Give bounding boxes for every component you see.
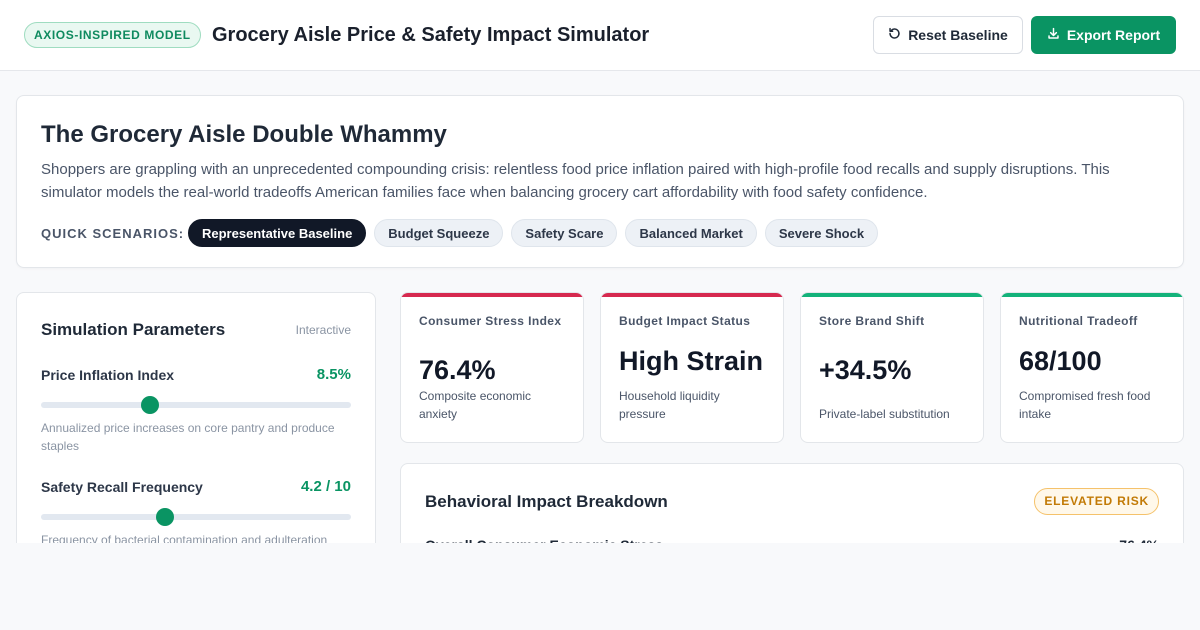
- scenario-chip-safety-scare[interactable]: Safety Scare: [511, 219, 618, 247]
- reset-baseline-label: Reset Baseline: [908, 27, 1008, 43]
- metric-card-nutritional-tradeoff: Nutritional Tradeoff 68/100 Compromised …: [1000, 292, 1184, 443]
- safety-recall-slider[interactable]: [41, 508, 351, 526]
- price-inflation-label: Price Inflation Index: [41, 367, 175, 383]
- metric-accent-bar: [801, 293, 983, 297]
- metric-value: High Strain: [619, 346, 764, 376]
- scenario-chip-severe-shock[interactable]: Severe Shock: [764, 219, 879, 247]
- viewport-cutoff: [0, 543, 1200, 630]
- metric-label: Store Brand Shift: [819, 314, 925, 328]
- intro-card: The Grocery Aisle Double Whammy Shoppers…: [16, 95, 1184, 268]
- metric-card-store-brand-shift: Store Brand Shift +34.5% Private-label s…: [800, 292, 984, 443]
- app-title: Grocery Aisle Price & Safety Impact Simu…: [212, 24, 650, 46]
- export-report-button[interactable]: Export Report: [1031, 16, 1176, 54]
- model-badge: AXIOS-INSPIRED MODEL: [24, 22, 201, 48]
- safety-recall-label: Safety Recall Frequency: [41, 479, 203, 495]
- scenario-chip-balanced-market[interactable]: Balanced Market: [625, 219, 757, 247]
- metric-label: Consumer Stress Index: [419, 314, 562, 328]
- safety-recall-value: 4.2 / 10: [300, 478, 351, 495]
- price-inflation-slider-thumb[interactable]: [140, 396, 159, 414]
- interactive-tag: Interactive: [295, 323, 351, 337]
- scenarios-label: QUICK SCENARIOS:: [41, 226, 185, 241]
- top-bar: AXIOS-INSPIRED MODEL Grocery Aisle Price…: [0, 0, 1200, 71]
- scenario-chip-representative-baseline[interactable]: Representative Baseline: [188, 219, 367, 247]
- download-icon: [1047, 27, 1060, 43]
- price-inflation-description: Annualized price increases on core pantr…: [41, 421, 335, 453]
- safety-recall-slider-thumb[interactable]: [156, 508, 174, 526]
- metric-label: Nutritional Tradeoff: [1019, 314, 1138, 328]
- metric-subtitle: Composite economic anxiety: [419, 389, 532, 421]
- metric-value: 68/100: [1019, 346, 1102, 376]
- breakdown-title: Behavioral Impact Breakdown: [425, 492, 668, 511]
- scenario-chip-budget-squeeze[interactable]: Budget Squeeze: [374, 219, 504, 247]
- reset-baseline-button[interactable]: Reset Baseline: [873, 16, 1023, 54]
- refresh-icon: [888, 27, 901, 43]
- metric-label: Budget Impact Status: [619, 314, 751, 328]
- metric-accent-bar: [1001, 293, 1183, 297]
- price-inflation-value: 8.5%: [316, 366, 351, 383]
- metric-value: +34.5%: [819, 355, 912, 385]
- price-inflation-slider[interactable]: [41, 396, 351, 414]
- export-report-label: Export Report: [1066, 27, 1161, 43]
- intro-title: The Grocery Aisle Double Whammy: [41, 121, 447, 148]
- metric-subtitle: Compromised fresh food intake: [1019, 389, 1151, 421]
- metric-subtitle: Private-label substitution: [819, 407, 950, 421]
- metric-accent-bar: [601, 293, 783, 297]
- metric-card-consumer-stress: Consumer Stress Index 76.4% Composite ec…: [400, 292, 584, 443]
- metric-accent-bar: [401, 293, 583, 297]
- metric-card-budget-impact: Budget Impact Status High Strain Househo…: [600, 292, 784, 443]
- parameters-title: Simulation Parameters: [41, 320, 226, 339]
- metric-subtitle: Household liquidity pressure: [619, 389, 720, 421]
- intro-description: Shoppers are grappling with an unprecede…: [41, 161, 1110, 201]
- scenario-chips: Representative Baseline Budget Squeeze S…: [188, 219, 879, 247]
- metric-value: 76.4%: [419, 355, 496, 385]
- risk-badge: ELEVATED RISK: [1034, 488, 1159, 515]
